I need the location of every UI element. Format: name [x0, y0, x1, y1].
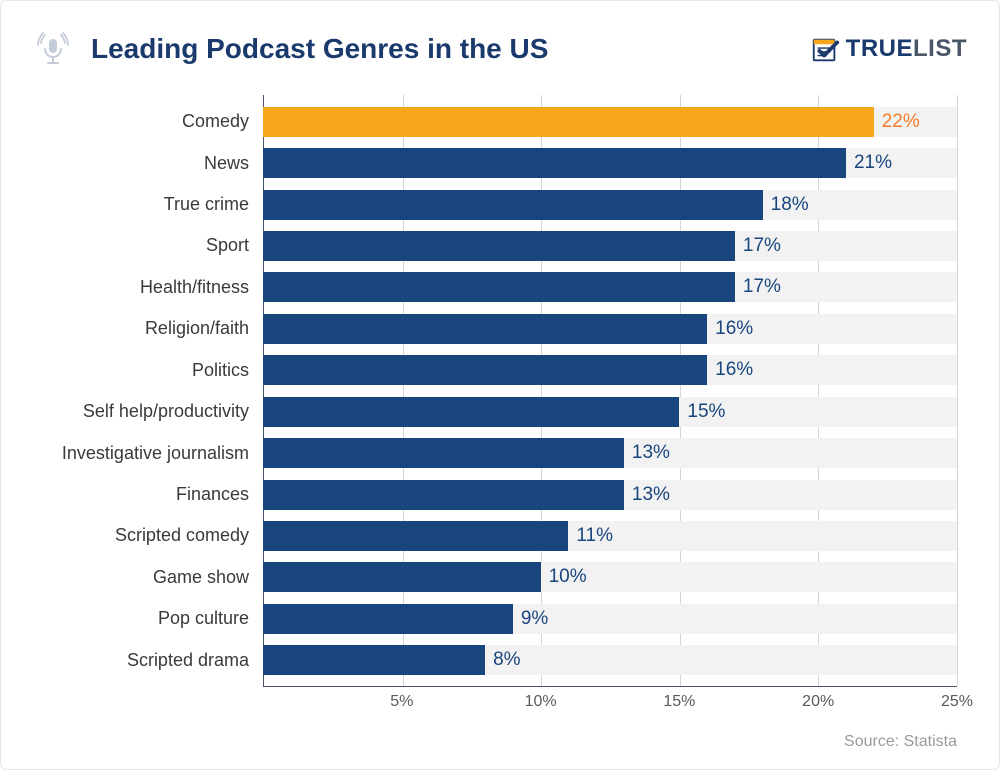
x-axis: 5%10%15%20%25%	[263, 687, 957, 717]
bar-track: 18%	[263, 190, 957, 220]
bar-fill	[263, 480, 624, 510]
bar-row: Politics16%	[263, 350, 957, 391]
bar-value: 11%	[568, 525, 613, 547]
x-tick: 15%	[663, 693, 695, 711]
bar-value: 17%	[735, 235, 781, 257]
plot-area: Comedy22%News21%True crime18%Sport17%Hea…	[263, 95, 957, 687]
gridline	[957, 95, 958, 686]
bar-fill	[263, 107, 874, 137]
x-tick: 20%	[802, 693, 834, 711]
x-tick: 25%	[941, 693, 973, 711]
bar-fill	[263, 355, 707, 385]
bar-chart: Comedy22%News21%True crime18%Sport17%Hea…	[33, 95, 967, 717]
bar-fill	[263, 314, 707, 344]
bar-value: 22%	[874, 111, 920, 133]
bar-rows: Comedy22%News21%True crime18%Sport17%Hea…	[263, 95, 957, 687]
bar-label: Game show	[153, 567, 263, 588]
bar-row: Pop culture9%	[263, 598, 957, 639]
bar-value: 13%	[624, 484, 670, 506]
header-left: Leading Podcast Genres in the US	[33, 29, 548, 69]
bar-fill	[263, 272, 735, 302]
bar-row: News21%	[263, 142, 957, 183]
bar-row: Comedy22%	[263, 101, 957, 142]
logo-text: TRUELIST	[846, 35, 967, 63]
bar-value: 8%	[485, 649, 520, 671]
bar-track: 16%	[263, 314, 957, 344]
header: Leading Podcast Genres in the US TRUELIS…	[33, 29, 967, 69]
bar-track: 17%	[263, 231, 957, 261]
bar-track: 21%	[263, 148, 957, 178]
x-tick: 5%	[390, 693, 413, 711]
bar-value: 17%	[735, 276, 781, 298]
bar-track: 8%	[263, 645, 957, 675]
bar-track: 16%	[263, 355, 957, 385]
chart-title: Leading Podcast Genres in the US	[91, 33, 548, 65]
bar-label: True crime	[164, 194, 263, 215]
bar-row: True crime18%	[263, 184, 957, 225]
bar-label: Scripted comedy	[115, 525, 263, 546]
bar-label: Finances	[176, 484, 263, 505]
logo-text-true: TRUE	[846, 35, 913, 62]
bar-fill	[263, 148, 846, 178]
bar-fill	[263, 521, 568, 551]
bar-track: 13%	[263, 480, 957, 510]
bar-row: Investigative journalism13%	[263, 432, 957, 473]
bar-value: 10%	[541, 566, 587, 588]
bar-fill	[263, 645, 485, 675]
logo-text-list: LIST	[913, 35, 967, 62]
bar-label: Pop culture	[158, 608, 263, 629]
bar-fill	[263, 562, 541, 592]
bar-fill	[263, 438, 624, 468]
bar-label: Investigative journalism	[62, 443, 263, 464]
bar-value: 21%	[846, 152, 892, 174]
bar-fill	[263, 190, 763, 220]
bar-row: Scripted comedy11%	[263, 515, 957, 556]
x-tick: 10%	[525, 693, 557, 711]
bar-value: 18%	[763, 194, 809, 216]
source-attribution: Source: Statista	[844, 733, 957, 751]
bar-label: Politics	[192, 360, 263, 381]
bar-track: 15%	[263, 397, 957, 427]
bar-track: 13%	[263, 438, 957, 468]
bar-label: Self help/productivity	[83, 401, 263, 422]
brand-logo: TRUELIST	[810, 34, 967, 64]
bar-label: Religion/faith	[145, 318, 263, 339]
bar-row: Game show10%	[263, 557, 957, 598]
podcast-icon	[33, 29, 73, 69]
logo-mark-icon	[810, 34, 840, 64]
bar-value: 15%	[679, 401, 725, 423]
bar-value: 13%	[624, 442, 670, 464]
bar-label: Comedy	[182, 111, 263, 132]
bar-track: 10%	[263, 562, 957, 592]
chart-card: Leading Podcast Genres in the US TRUELIS…	[0, 0, 1000, 770]
bar-value: 9%	[513, 608, 548, 630]
bar-row: Scripted drama8%	[263, 639, 957, 680]
bar-track: 17%	[263, 272, 957, 302]
bar-fill	[263, 231, 735, 261]
bar-row: Finances13%	[263, 474, 957, 515]
bar-value: 16%	[707, 359, 753, 381]
bar-value: 16%	[707, 318, 753, 340]
bar-track: 9%	[263, 604, 957, 634]
bar-label: Sport	[206, 235, 263, 256]
bar-label: Scripted drama	[127, 650, 263, 671]
bar-fill	[263, 604, 513, 634]
bar-label: Health/fitness	[140, 277, 263, 298]
bar-row: Sport17%	[263, 225, 957, 266]
bar-row: Self help/productivity15%	[263, 391, 957, 432]
bar-row: Religion/faith16%	[263, 308, 957, 349]
bar-label: News	[204, 153, 263, 174]
bar-track: 22%	[263, 107, 957, 137]
bar-track: 11%	[263, 521, 957, 551]
bar-fill	[263, 397, 679, 427]
bar-row: Health/fitness17%	[263, 267, 957, 308]
